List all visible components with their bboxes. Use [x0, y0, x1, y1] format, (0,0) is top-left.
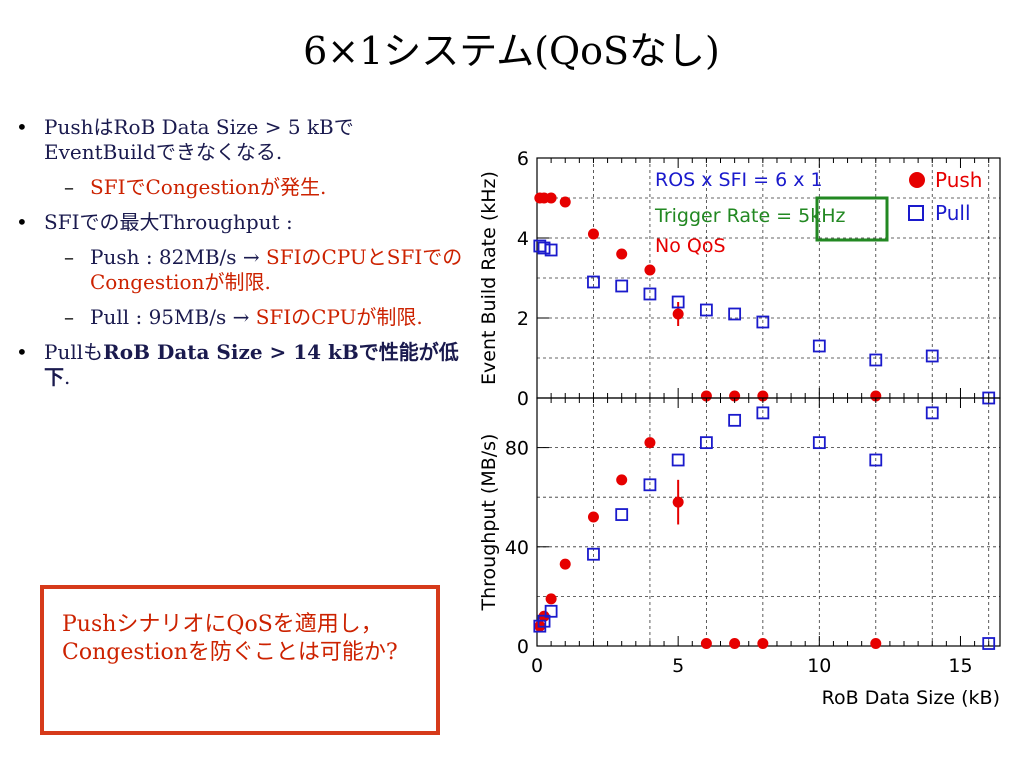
- bullet-text-red: SFIでCongestionが発生.: [90, 175, 327, 199]
- push-point: [870, 638, 882, 650]
- pull-point: [728, 413, 742, 427]
- push-point: [545, 192, 557, 204]
- push-point: [729, 390, 741, 402]
- bullet-text-red: SFIのCPUとSFIでのCongestionが制限.: [90, 245, 463, 294]
- x-tick-label: 5: [672, 655, 684, 677]
- bullet-text: Pull : 95MB/s →: [90, 305, 256, 329]
- push-point: [700, 638, 712, 650]
- chart: 0 2 4 6 Event Build Rate (kHz) ROS x SFI = 6 …: [478, 148, 1001, 709]
- push-point: [757, 390, 769, 402]
- bullet-dot-icon: •: [16, 115, 28, 139]
- push-point: [616, 474, 628, 486]
- bullet-text-tail: .: [64, 365, 71, 389]
- bullet-text: Push : 82MB/s →: [90, 245, 267, 269]
- push-point: [545, 593, 557, 605]
- pull-point: [537, 614, 551, 628]
- x-tick-label: 10: [807, 655, 831, 677]
- pull-point: [925, 349, 939, 363]
- pull-point: [587, 275, 600, 289]
- annotation-ros-sfi: ROS x SFI = 6 x 1: [655, 169, 823, 191]
- y-tick-label: 0: [517, 388, 529, 410]
- question-box: PushシナリオにQoSを適用し，Congestionを防ぐことは可能か?: [40, 585, 440, 735]
- legend-push-marker: [909, 172, 925, 188]
- pull-point: [671, 295, 685, 309]
- sub-bullet-item: – SFIでCongestionが発生.: [8, 175, 463, 200]
- pull-point: [812, 436, 826, 450]
- bullet-text-red: SFIのCPUが制限.: [255, 305, 423, 329]
- dash-icon: –: [64, 245, 74, 269]
- push-point: [672, 496, 684, 508]
- pull-point: [982, 637, 996, 650]
- pull-point: [699, 303, 713, 317]
- push-point: [559, 196, 571, 208]
- pull-point: [925, 406, 939, 420]
- push-point: [587, 511, 599, 523]
- pull-point: [699, 436, 713, 450]
- pull-point: [756, 406, 770, 420]
- pull-point: [756, 315, 770, 329]
- x-axis-label: RoB Data Size (kB): [822, 687, 1000, 709]
- y-tick-label: 40: [505, 537, 529, 559]
- bullet-item: • PullもRoB Data Size > 14 kBで性能が低下.: [8, 340, 463, 390]
- plot-frame: [536, 397, 1001, 647]
- y-tick-label: 6: [517, 148, 529, 170]
- push-point: [644, 437, 656, 449]
- y-tick-label: 4: [517, 228, 529, 250]
- y-tick-label: 2: [517, 308, 529, 330]
- pull-point: [615, 508, 629, 521]
- pull-point: [869, 453, 883, 467]
- bullet-item: • PushはRoB Data Size > 5 kBでEventBuildでき…: [8, 115, 463, 165]
- push-point: [644, 264, 656, 276]
- pull-point: [671, 453, 685, 467]
- pull-point: [643, 478, 657, 492]
- dash-icon: –: [64, 305, 74, 329]
- sub-bullet-item: – Pull : 95MB/s → SFIのCPUが制限.: [8, 305, 463, 330]
- legend-pull-label: Pull: [935, 201, 971, 225]
- legend-pull-marker: [908, 205, 924, 221]
- push-point: [672, 308, 684, 320]
- pull-point: [544, 604, 558, 618]
- push-point: [559, 558, 571, 570]
- bullet-text-bold: RoB Data Size > 14 kBで性能が低下: [44, 340, 459, 389]
- pull-point: [587, 547, 600, 561]
- y-tick-label: 80: [505, 438, 529, 460]
- bullet-dot-icon: •: [16, 210, 28, 234]
- slide-title: 6×1システム(QoSなし): [303, 29, 720, 73]
- pull-point: [869, 353, 883, 367]
- y-tick-label: 0: [517, 636, 529, 658]
- pull-point: [812, 339, 826, 353]
- annotation-trigger-rate: Trigger Rate = 5kHz: [654, 205, 846, 227]
- annotation-no-qos: No QoS: [655, 235, 726, 257]
- bullet-list: • PushはRoB Data Size > 5 kBでEventBuildでき…: [8, 115, 463, 400]
- x-tick-label: 15: [948, 655, 972, 677]
- pull-point: [643, 287, 657, 301]
- legend-push-label: Push: [935, 168, 982, 192]
- push-point: [616, 248, 628, 260]
- bullet-text: PushはRoB Data Size > 5 kBでEventBuildできなく…: [44, 115, 354, 164]
- y-axis-label: Throughput (MB/s): [478, 434, 500, 612]
- push-point: [729, 638, 741, 650]
- dash-icon: –: [64, 175, 74, 199]
- bullet-text: SFIでの最大Throughput :: [44, 210, 293, 234]
- bullet-dot-icon: •: [16, 340, 28, 364]
- x-tick-label: 0: [531, 655, 543, 677]
- pull-point: [544, 243, 558, 257]
- y-axis-label: Event Build Rate (kHz): [478, 171, 500, 385]
- pull-point: [537, 241, 551, 255]
- push-point: [587, 228, 599, 240]
- question-text: PushシナリオにQoSを適用し，Congestionを防ぐことは可能か?: [62, 612, 398, 665]
- push-point: [757, 638, 769, 650]
- bullet-text: Pullも: [44, 340, 104, 364]
- sub-bullet-item: – Push : 82MB/s → SFIのCPUとSFIでのCongestio…: [8, 245, 463, 295]
- bullet-item: • SFIでの最大Throughput :: [8, 210, 463, 235]
- pull-point: [615, 279, 629, 293]
- push-point: [700, 390, 712, 402]
- trigger-highlight-box: [815, 196, 889, 242]
- pull-point: [728, 307, 742, 321]
- push-point: [870, 390, 882, 402]
